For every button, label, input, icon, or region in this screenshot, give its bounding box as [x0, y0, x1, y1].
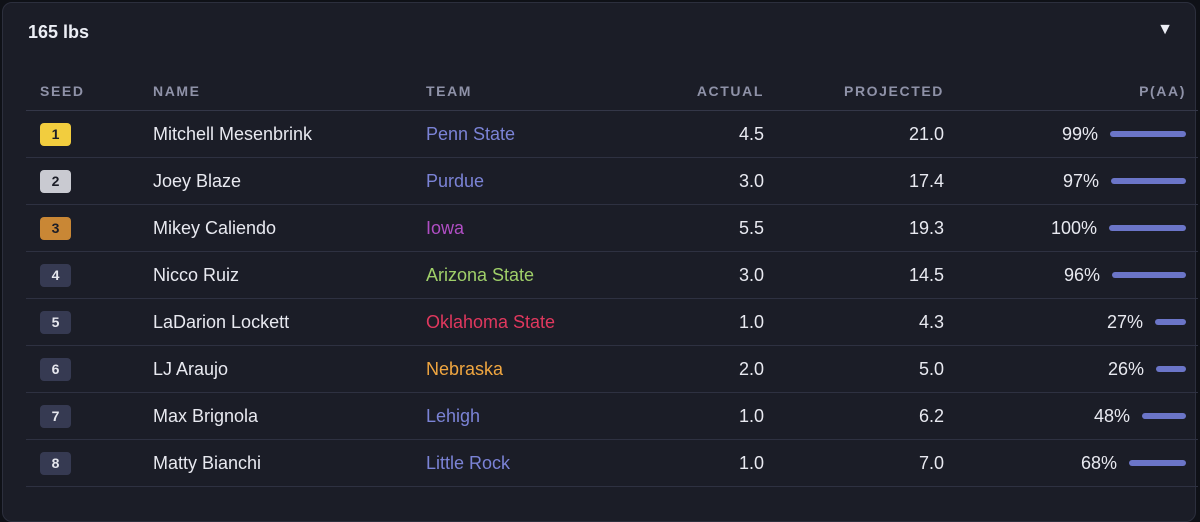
seed-badge: 1: [40, 122, 71, 146]
seed-cell: 7: [26, 392, 153, 440]
table-row[interactable]: 3 Mikey Caliendo Iowa 5.5 19.3 100%: [26, 204, 1198, 252]
projected-points: 7.0: [764, 439, 944, 487]
team-name[interactable]: Penn State: [426, 110, 636, 158]
panel-title: 165 lbs: [28, 22, 90, 42]
wrestler-name[interactable]: Nicco Ruiz: [153, 251, 426, 299]
paa-bar: [1129, 460, 1186, 466]
column-header-actual[interactable]: ACTUAL: [636, 72, 764, 111]
actual-points: 1.0: [636, 298, 764, 346]
projected-points: 17.4: [764, 157, 944, 205]
column-header-paa[interactable]: P(AA): [944, 72, 1198, 111]
projected-points: 5.0: [764, 345, 944, 393]
seed-cell: 8: [26, 439, 153, 487]
table-row[interactable]: 4 Nicco Ruiz Arizona State 3.0 14.5 96%: [26, 251, 1198, 299]
projected-points: 14.5: [764, 251, 944, 299]
column-header-name[interactable]: NAME: [153, 72, 426, 111]
paa-cell: 26%: [944, 345, 1198, 393]
wrestlers-table: SEED NAME TEAM ACTUAL PROJECTED P(AA) 1 …: [26, 72, 1198, 487]
projected-points: 19.3: [764, 204, 944, 252]
paa-value: 26%: [1107, 358, 1144, 379]
table-row[interactable]: 1 Mitchell Mesenbrink Penn State 4.5 21.…: [26, 110, 1198, 158]
actual-points: 3.0: [636, 157, 764, 205]
actual-points: 3.0: [636, 251, 764, 299]
table-row[interactable]: 2 Joey Blaze Purdue 3.0 17.4 97%: [26, 157, 1198, 205]
panel-header[interactable]: 165 lbs ▼: [3, 3, 1195, 63]
seed-badge: 5: [40, 310, 71, 334]
column-header-projected[interactable]: PROJECTED: [764, 72, 944, 111]
seed-cell: 2: [26, 157, 153, 205]
paa-bar: [1112, 272, 1186, 278]
paa-cell: 68%: [944, 439, 1198, 487]
paa-value: 97%: [1062, 170, 1099, 191]
seed-badge: 2: [40, 169, 71, 193]
wrestler-name[interactable]: Mitchell Mesenbrink: [153, 110, 426, 158]
seed-badge: 8: [40, 451, 71, 475]
paa-value: 48%: [1093, 405, 1130, 426]
paa-bar: [1142, 413, 1186, 419]
paa-bar: [1109, 225, 1186, 231]
seed-badge: 4: [40, 263, 71, 287]
actual-points: 2.0: [636, 345, 764, 393]
paa-cell: 97%: [944, 157, 1198, 205]
seed-cell: 3: [26, 204, 153, 252]
wrestler-name[interactable]: LaDarion Lockett: [153, 298, 426, 346]
team-name[interactable]: Nebraska: [426, 345, 636, 393]
paa-cell: 99%: [944, 110, 1198, 158]
actual-points: 1.0: [636, 439, 764, 487]
table-row[interactable]: 7 Max Brignola Lehigh 1.0 6.2 48%: [26, 392, 1198, 440]
wrestler-name[interactable]: Matty Bianchi: [153, 439, 426, 487]
seed-cell: 4: [26, 251, 153, 299]
paa-cell: 27%: [944, 298, 1198, 346]
paa-bar: [1110, 131, 1186, 137]
paa-value: 96%: [1063, 264, 1100, 285]
paa-bar: [1111, 178, 1186, 184]
team-name[interactable]: Lehigh: [426, 392, 636, 440]
projected-points: 21.0: [764, 110, 944, 158]
paa-cell: 100%: [944, 204, 1198, 252]
wrestler-name[interactable]: Joey Blaze: [153, 157, 426, 205]
actual-points: 5.5: [636, 204, 764, 252]
table-row[interactable]: 8 Matty Bianchi Little Rock 1.0 7.0 68%: [26, 439, 1198, 487]
table-header-row: SEED NAME TEAM ACTUAL PROJECTED P(AA): [26, 72, 1198, 111]
team-name[interactable]: Oklahoma State: [426, 298, 636, 346]
paa-cell: 48%: [944, 392, 1198, 440]
column-header-team[interactable]: TEAM: [426, 72, 636, 111]
projected-points: 4.3: [764, 298, 944, 346]
actual-points: 4.5: [636, 110, 764, 158]
team-name[interactable]: Arizona State: [426, 251, 636, 299]
paa-value: 99%: [1061, 123, 1098, 144]
seed-badge: 3: [40, 216, 71, 240]
seed-cell: 5: [26, 298, 153, 346]
column-header-seed[interactable]: SEED: [26, 72, 153, 111]
chevron-down-icon[interactable]: ▼: [1157, 21, 1173, 38]
table-row[interactable]: 5 LaDarion Lockett Oklahoma State 1.0 4.…: [26, 298, 1198, 346]
wrestler-name[interactable]: Mikey Caliendo: [153, 204, 426, 252]
paa-value: 68%: [1080, 452, 1117, 473]
seed-cell: 6: [26, 345, 153, 393]
paa-value: 27%: [1106, 311, 1143, 332]
projected-points: 6.2: [764, 392, 944, 440]
paa-value: 100%: [1050, 217, 1097, 238]
wrestler-name[interactable]: Max Brignola: [153, 392, 426, 440]
team-name[interactable]: Little Rock: [426, 439, 636, 487]
team-name[interactable]: Iowa: [426, 204, 636, 252]
seed-badge: 6: [40, 357, 71, 381]
table-row[interactable]: 6 LJ Araujo Nebraska 2.0 5.0 26%: [26, 345, 1198, 393]
paa-cell: 96%: [944, 251, 1198, 299]
table-body: 1 Mitchell Mesenbrink Penn State 4.5 21.…: [26, 110, 1198, 487]
actual-points: 1.0: [636, 392, 764, 440]
wrestler-name[interactable]: LJ Araujo: [153, 345, 426, 393]
seed-cell: 1: [26, 110, 153, 158]
seed-badge: 7: [40, 404, 71, 428]
paa-bar: [1156, 366, 1186, 372]
team-name[interactable]: Purdue: [426, 157, 636, 205]
paa-bar: [1155, 319, 1186, 325]
